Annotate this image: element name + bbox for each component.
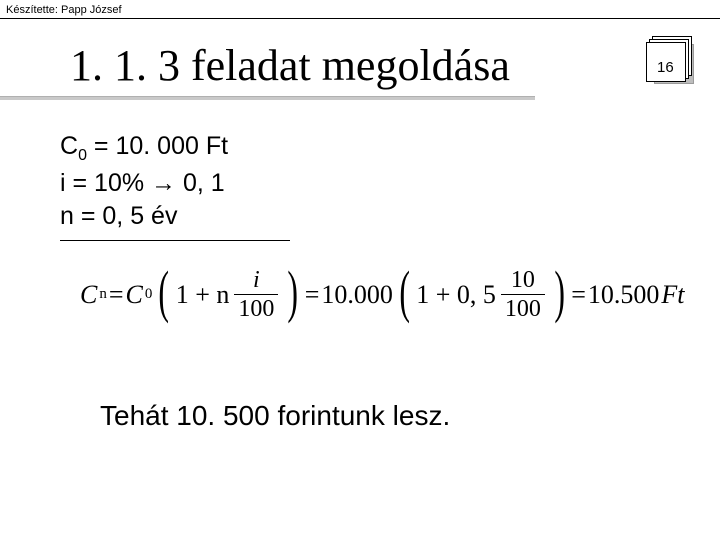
result-unit: Ft	[661, 280, 684, 310]
lhs-var: C	[80, 280, 97, 310]
page-number-badge: 16	[646, 36, 694, 84]
eq2: =	[305, 280, 320, 310]
slide-title: 1. 1. 3 feladat megoldása	[70, 40, 510, 91]
eq1: =	[109, 280, 124, 310]
title-underline	[0, 96, 535, 100]
given-c-var: C	[60, 132, 78, 160]
given-line-2: i = 10% → 0, 1	[60, 167, 228, 201]
formula: Cn = C0 ( 1 + n i 100 ) = 10.000 ( 1 + 0…	[80, 268, 700, 321]
frac2-den: 100	[501, 297, 545, 321]
result-value: 10.500	[588, 280, 660, 310]
rparen-1: )	[288, 272, 299, 313]
rhs1-var: C	[126, 280, 143, 310]
given-c-val: = 10. 000 Ft	[87, 132, 228, 160]
frac-2: 10 100	[501, 268, 545, 321]
given-c-sub: 0	[78, 147, 87, 164]
author-label: Készítette: Papp József	[6, 4, 122, 16]
frac2-num: 10	[507, 268, 539, 292]
frac1-bar	[234, 294, 278, 295]
inner2-pre: 1 + 0, 5	[416, 280, 496, 310]
given-rule	[60, 240, 290, 241]
given-values: C0 = 10. 000 Ft i = 10% → 0, 1 n = 0, 5 …	[60, 130, 228, 234]
page-number: 16	[657, 59, 674, 76]
conclusion: Tehát 10. 500 forintunk lesz.	[100, 400, 450, 432]
lhs-sub: n	[99, 286, 107, 303]
inner1-pre: 1 + n	[176, 280, 230, 310]
frac1-num: i	[249, 268, 264, 292]
eq3: =	[571, 280, 586, 310]
given-line-3: n = 0, 5 év	[60, 200, 228, 234]
rparen-2: )	[554, 272, 565, 313]
num-10000: 10.000	[321, 280, 393, 310]
frac2-bar	[501, 294, 545, 295]
frac1-den: 100	[234, 297, 278, 321]
lparen-1: (	[159, 272, 170, 313]
given-line-1: C0 = 10. 000 Ft	[60, 130, 228, 167]
author-underline	[0, 18, 720, 19]
rhs1-sub: 0	[145, 286, 153, 303]
frac-1: i 100	[234, 268, 278, 321]
badge-layer-1: 16	[646, 42, 686, 82]
lparen-2: (	[399, 272, 410, 313]
